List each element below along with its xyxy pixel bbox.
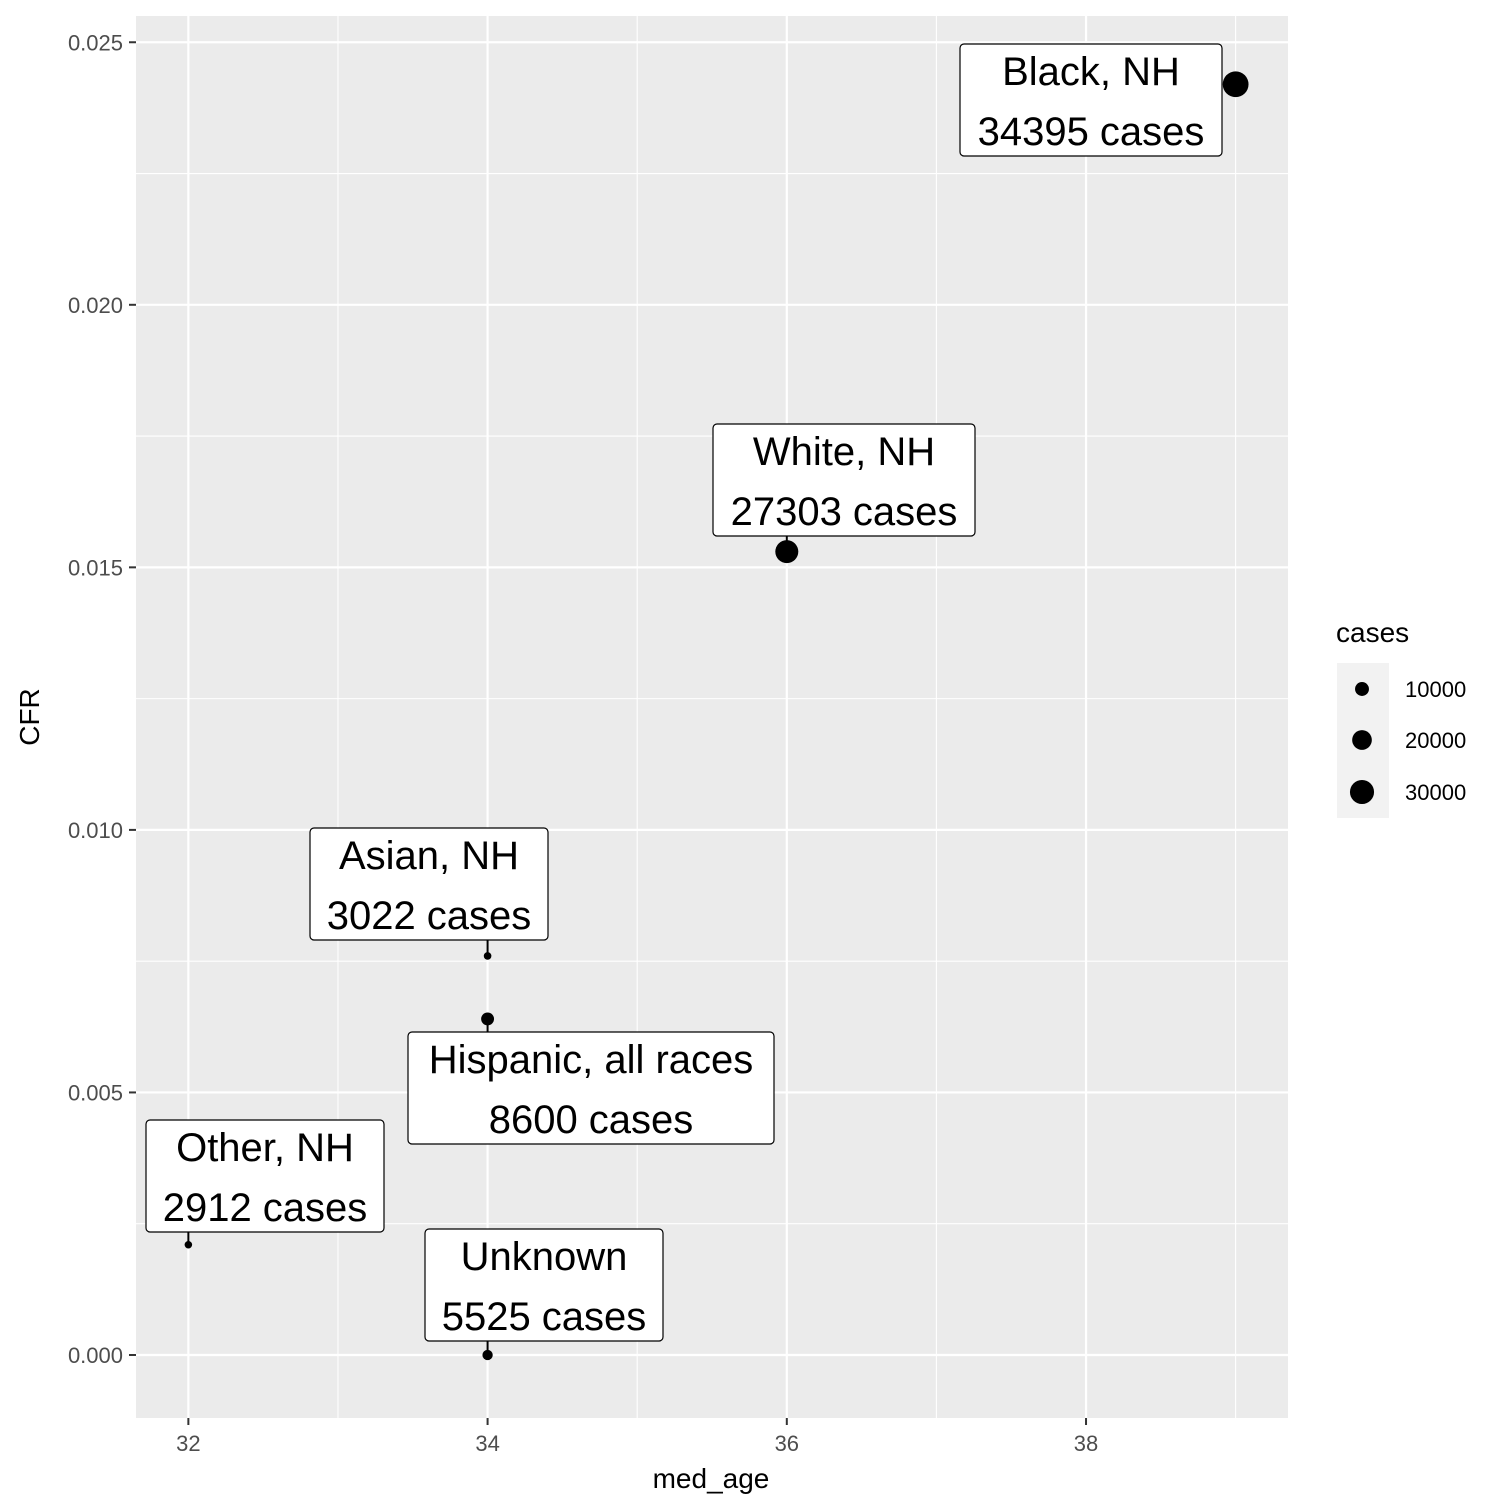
point-label-group: Unknown bbox=[461, 1235, 628, 1279]
point-label: Other, NH 2912 cases bbox=[145, 1119, 385, 1233]
legend-label: 20000 bbox=[1405, 728, 1466, 753]
y-axis-title: CFR bbox=[14, 688, 45, 746]
minor-grid bbox=[136, 16, 1288, 1418]
size-legend: cases 10000 20000 30000 bbox=[1336, 617, 1466, 818]
point-label-cases: 34395 cases bbox=[978, 110, 1205, 154]
x-axis-title: med_age bbox=[653, 1463, 770, 1494]
point-label-cases: 3022 cases bbox=[327, 894, 532, 938]
legend-key bbox=[1349, 779, 1375, 805]
data-point bbox=[481, 1012, 495, 1026]
data-point bbox=[184, 1240, 193, 1249]
x-axis: 32 34 36 38 bbox=[176, 1418, 1098, 1456]
point-label-group: Hispanic, all races bbox=[429, 1038, 754, 1082]
point-label: Hispanic, all races 8600 cases bbox=[407, 1031, 775, 1145]
point-label: White, NH 27303 cases bbox=[712, 423, 976, 537]
legend-key bbox=[1355, 682, 1369, 696]
y-axis: 0.000 0.005 0.010 0.015 0.020 0.025 bbox=[68, 30, 136, 1368]
point-label-box bbox=[145, 1119, 385, 1233]
y-tick-label: 0.025 bbox=[68, 30, 123, 55]
point-label: Black, NH 34395 cases bbox=[959, 43, 1223, 157]
x-tick-label: 38 bbox=[1074, 1431, 1098, 1456]
x-tick-label: 34 bbox=[475, 1431, 499, 1456]
point-label-cases: 27303 cases bbox=[731, 490, 958, 534]
data-point bbox=[482, 1349, 493, 1361]
legend-label: 10000 bbox=[1405, 677, 1466, 702]
data-point bbox=[775, 540, 799, 564]
data-point bbox=[1222, 71, 1249, 98]
point-label-group: Other, NH bbox=[176, 1126, 354, 1170]
point-label-group: Black, NH bbox=[1002, 50, 1180, 94]
point-label-box bbox=[712, 423, 976, 537]
point-label-box bbox=[959, 43, 1223, 157]
legend-key bbox=[1352, 730, 1372, 750]
point-label-cases: 5525 cases bbox=[442, 1295, 647, 1339]
point-label-box bbox=[424, 1228, 664, 1342]
data-points bbox=[184, 71, 1249, 1361]
point-label-box bbox=[309, 827, 549, 941]
data-point bbox=[483, 952, 492, 960]
point-label-group: White, NH bbox=[753, 430, 935, 474]
point-label-cases: 8600 cases bbox=[489, 1098, 694, 1142]
point-label-cases: 2912 cases bbox=[163, 1186, 368, 1230]
y-tick-label: 0.020 bbox=[68, 293, 123, 318]
point-label-group: Asian, NH bbox=[339, 834, 519, 878]
point-label: Unknown 5525 cases bbox=[424, 1228, 664, 1342]
y-tick-label: 0.000 bbox=[68, 1343, 123, 1368]
x-tick-label: 32 bbox=[176, 1431, 200, 1456]
point-label: Asian, NH 3022 cases bbox=[309, 827, 549, 941]
y-tick-label: 0.015 bbox=[68, 555, 123, 580]
x-tick-label: 36 bbox=[775, 1431, 799, 1456]
y-tick-label: 0.005 bbox=[68, 1080, 123, 1105]
legend-title: cases bbox=[1336, 617, 1409, 648]
legend-label: 30000 bbox=[1405, 780, 1466, 805]
y-tick-label: 0.010 bbox=[68, 818, 123, 843]
point-label-box bbox=[407, 1031, 775, 1145]
point-labels: Black, NH 34395 cases White, NH 27303 cases… bbox=[145, 43, 1223, 1342]
